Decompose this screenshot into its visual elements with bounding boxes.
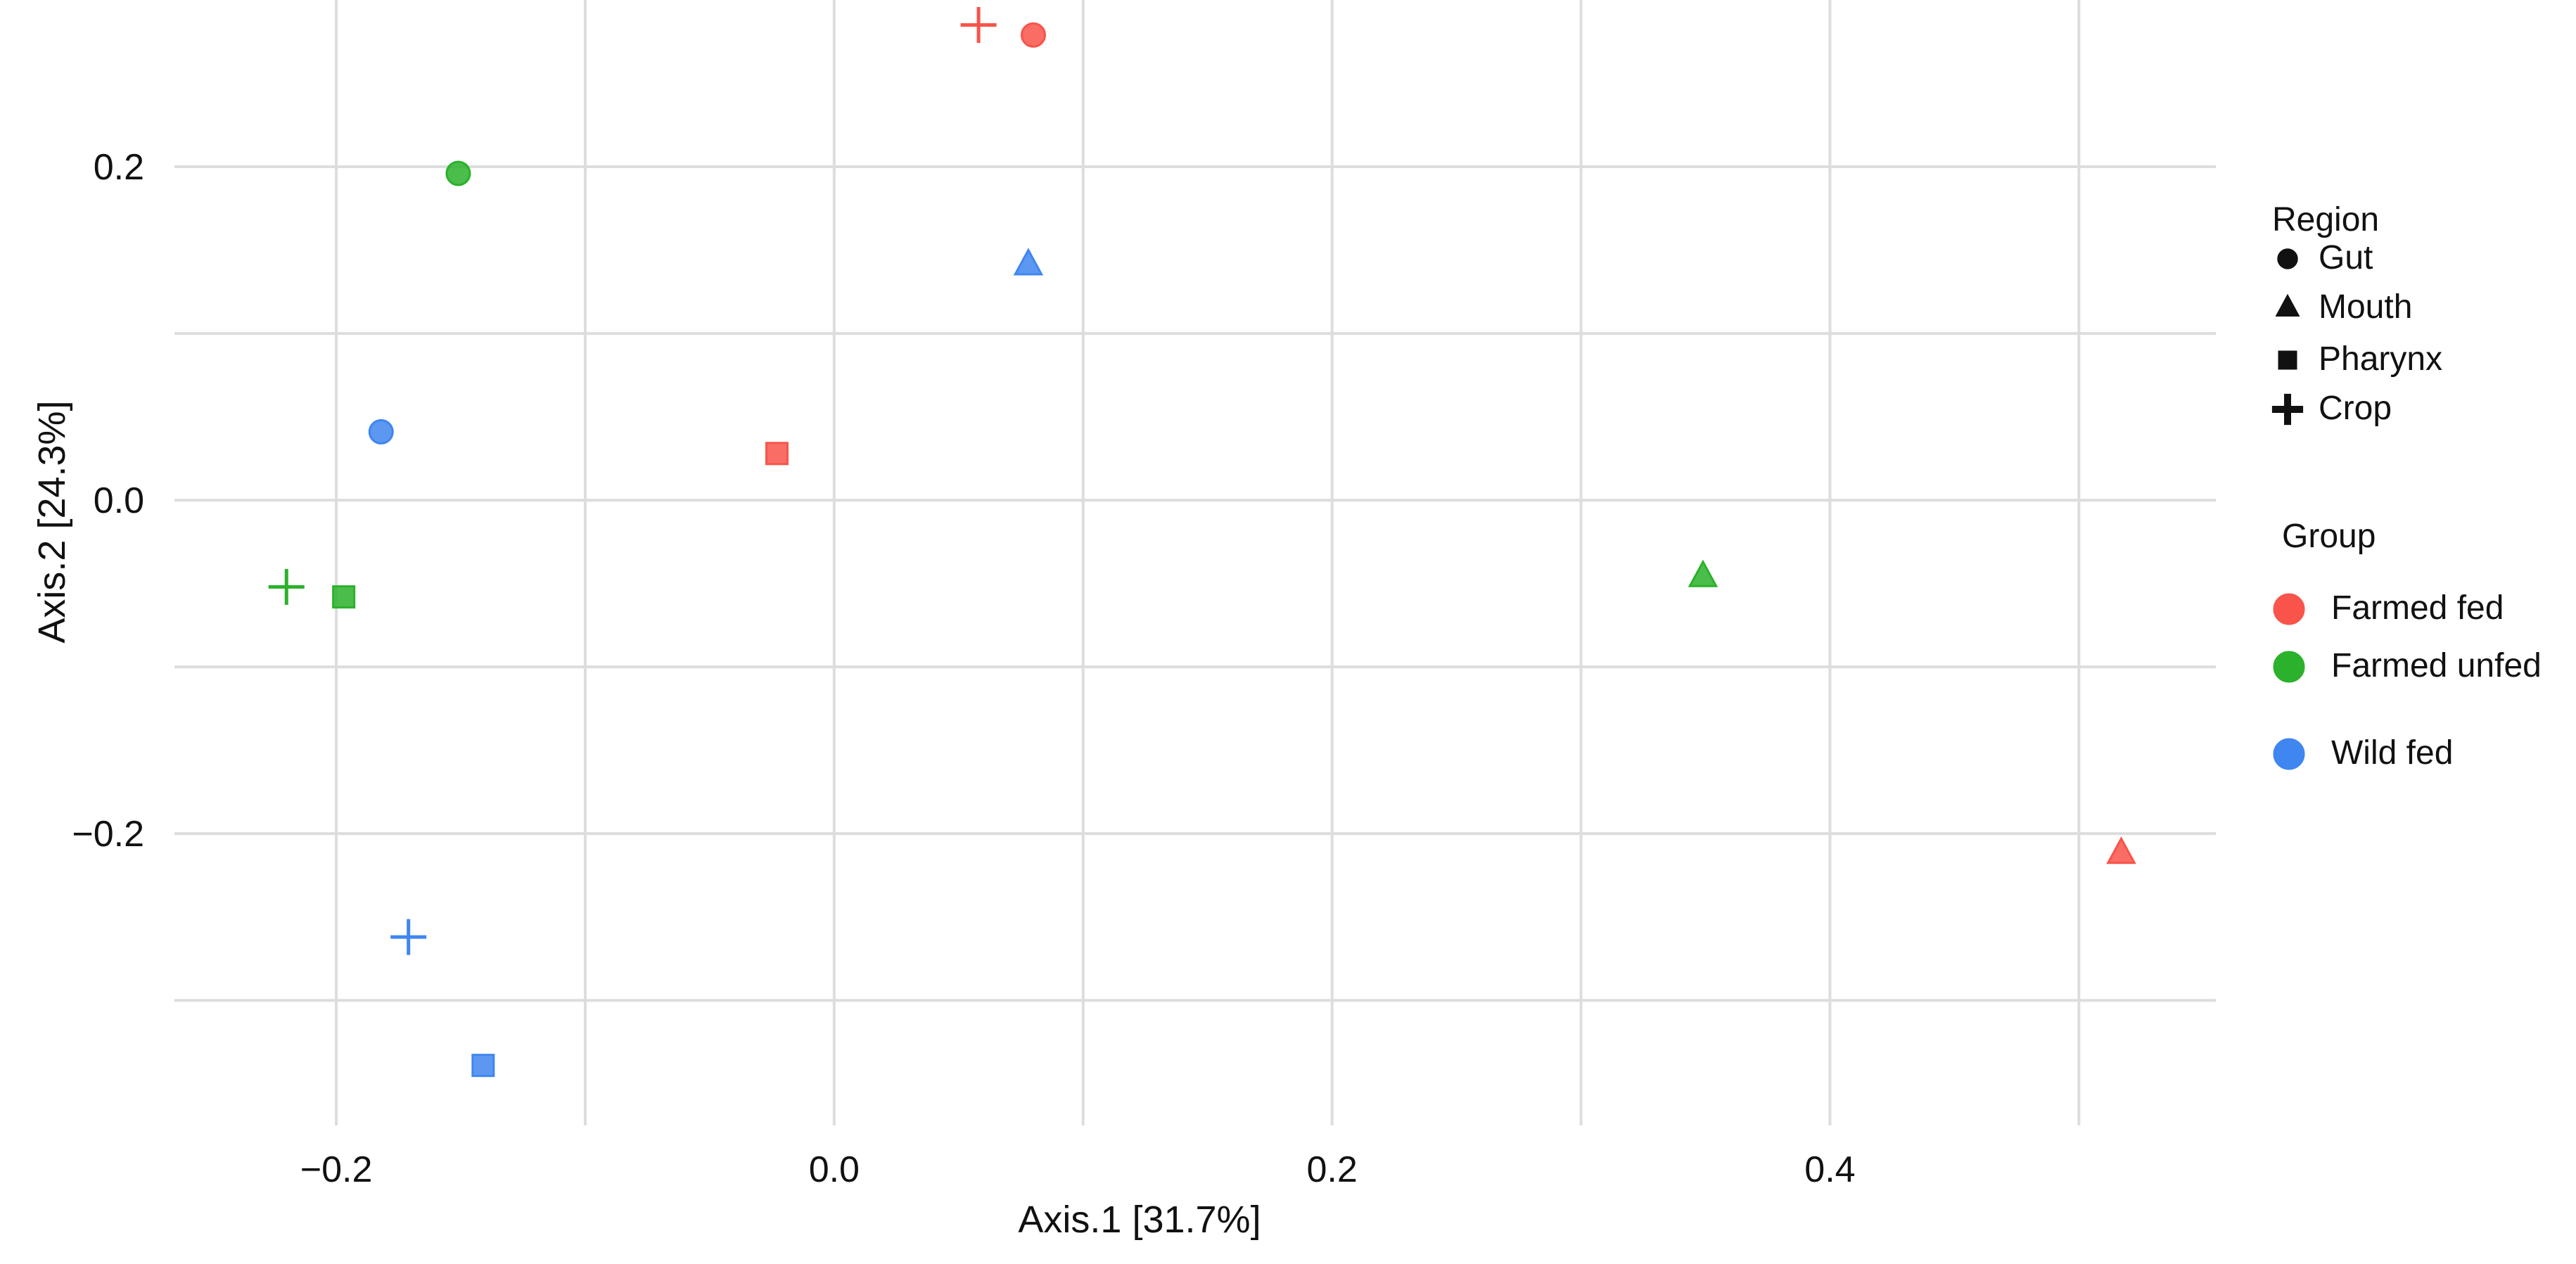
y-tick-label: −0.2 — [72, 814, 144, 855]
point-triangle-marker — [1688, 559, 1719, 587]
data-point — [1020, 22, 1046, 48]
y-tick-label: 0.2 — [94, 147, 144, 188]
x-tick-label: 0.4 — [1804, 1149, 1855, 1190]
legend-plus-icon — [2271, 393, 2304, 426]
x-axis-title: Axis.1 [31.7%] — [1018, 1199, 1261, 1241]
x-tick-label: 0.0 — [809, 1149, 860, 1190]
tick-labels: −0.2 0.0 0.2 0.4 −0.2 0.0 0.2 — [72, 147, 1855, 1190]
data-point — [765, 442, 789, 466]
point-square-marker — [765, 442, 789, 466]
data-point — [1013, 248, 1044, 276]
x-tick-label: −0.2 — [300, 1149, 373, 1190]
point-circle-marker — [1020, 22, 1046, 48]
legend-group-swatch-icon — [2273, 593, 2305, 625]
legend-group-label: Farmed fed — [2331, 589, 2504, 627]
legend-group-swatch-icon — [2273, 651, 2305, 683]
legend-triangle-icon — [2275, 293, 2300, 317]
point-triangle-marker — [1013, 248, 1044, 276]
legend: Region Group Gut Mouth Pharynx Crop Farmed f… — [2271, 201, 2542, 772]
data-point — [332, 585, 356, 609]
legend-circle-icon — [2277, 248, 2298, 269]
point-plus-marker — [390, 919, 427, 955]
legend-region-label: Crop — [2319, 390, 2392, 427]
y-axis-title: Axis.2 [24.3%] — [31, 400, 73, 643]
point-plus-marker — [960, 7, 997, 44]
legend-region-label: Mouth — [2319, 288, 2412, 326]
legend-square-icon — [2278, 350, 2297, 370]
x-tick-label: 0.2 — [1306, 1149, 1357, 1190]
legend-group-swatch-icon — [2273, 738, 2305, 770]
data-point — [445, 160, 471, 186]
legend-region-title: Region — [2272, 201, 2379, 238]
legend-region-label: Gut — [2319, 239, 2373, 276]
data-point — [2106, 836, 2136, 864]
point-square-marker — [332, 585, 356, 609]
data-point — [471, 1054, 495, 1078]
legend-group-label: Farmed unfed — [2331, 647, 2542, 684]
data-points — [268, 7, 2136, 1078]
grid-lines — [174, 0, 2216, 1125]
legend-region-label: Pharynx — [2319, 340, 2442, 378]
legend-group-label: Wild fed — [2331, 734, 2453, 772]
point-circle-marker — [368, 419, 394, 445]
y-tick-label: 0.0 — [94, 480, 144, 521]
data-point — [268, 568, 305, 605]
point-circle-marker — [445, 160, 471, 186]
point-plus-marker — [268, 568, 305, 605]
data-point — [368, 419, 394, 445]
point-square-marker — [471, 1054, 495, 1078]
legend-group-title: Group — [2282, 518, 2376, 555]
data-point — [960, 7, 997, 44]
data-point — [390, 919, 427, 955]
point-triangle-marker — [2106, 836, 2136, 864]
data-point — [1688, 559, 1719, 587]
